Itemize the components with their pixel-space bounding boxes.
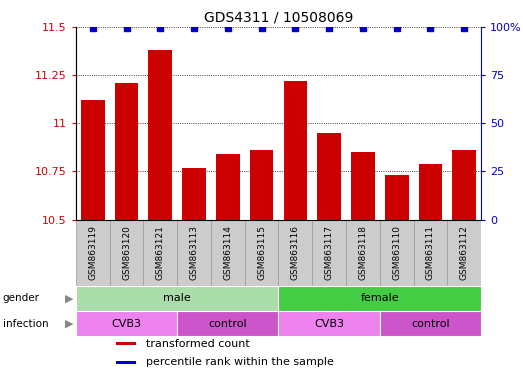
Bar [143, 220, 177, 286]
Bar [116, 342, 136, 345]
Text: transformed count: transformed count [146, 339, 249, 349]
Bar [76, 220, 110, 286]
Text: gender: gender [3, 293, 40, 303]
Text: ▶: ▶ [65, 293, 74, 303]
Bar [452, 150, 476, 220]
Bar [81, 100, 105, 220]
Text: GSM863112: GSM863112 [460, 225, 469, 280]
Text: GSM863120: GSM863120 [122, 225, 131, 280]
Text: CVB3: CVB3 [111, 319, 142, 329]
Text: GSM863116: GSM863116 [291, 225, 300, 280]
Bar [351, 152, 375, 220]
Bar [278, 311, 380, 336]
Text: GSM863117: GSM863117 [325, 225, 334, 280]
Bar [380, 311, 481, 336]
Bar [211, 220, 245, 286]
Bar [76, 286, 278, 311]
Text: GSM863118: GSM863118 [358, 225, 368, 280]
Bar [110, 220, 143, 286]
Bar [317, 133, 341, 220]
Text: control: control [411, 319, 450, 329]
Text: female: female [360, 293, 399, 303]
Text: GSM863113: GSM863113 [189, 225, 199, 280]
Bar [115, 83, 138, 220]
Bar [278, 220, 312, 286]
Bar [182, 167, 206, 220]
Bar [177, 220, 211, 286]
Text: GSM863111: GSM863111 [426, 225, 435, 280]
Bar [385, 175, 408, 220]
Bar [250, 150, 274, 220]
Text: GSM863114: GSM863114 [223, 225, 232, 280]
Text: control: control [209, 319, 247, 329]
Bar [149, 50, 172, 220]
Bar [177, 311, 278, 336]
Text: GSM863110: GSM863110 [392, 225, 401, 280]
Bar [447, 220, 481, 286]
Bar [76, 311, 177, 336]
Text: male: male [163, 293, 191, 303]
Bar [312, 220, 346, 286]
Text: infection: infection [3, 319, 48, 329]
Bar [116, 361, 136, 364]
Text: GSM863115: GSM863115 [257, 225, 266, 280]
Bar [419, 164, 442, 220]
Bar [346, 220, 380, 286]
Bar [414, 220, 447, 286]
Bar [278, 286, 481, 311]
Text: percentile rank within the sample: percentile rank within the sample [146, 358, 334, 367]
Bar [245, 220, 278, 286]
Bar [216, 154, 240, 220]
Text: CVB3: CVB3 [314, 319, 344, 329]
Text: GSM863119: GSM863119 [88, 225, 97, 280]
Text: GSM863121: GSM863121 [156, 225, 165, 280]
Bar [283, 81, 307, 220]
Bar [380, 220, 414, 286]
Text: ▶: ▶ [65, 319, 74, 329]
Title: GDS4311 / 10508069: GDS4311 / 10508069 [204, 10, 353, 24]
